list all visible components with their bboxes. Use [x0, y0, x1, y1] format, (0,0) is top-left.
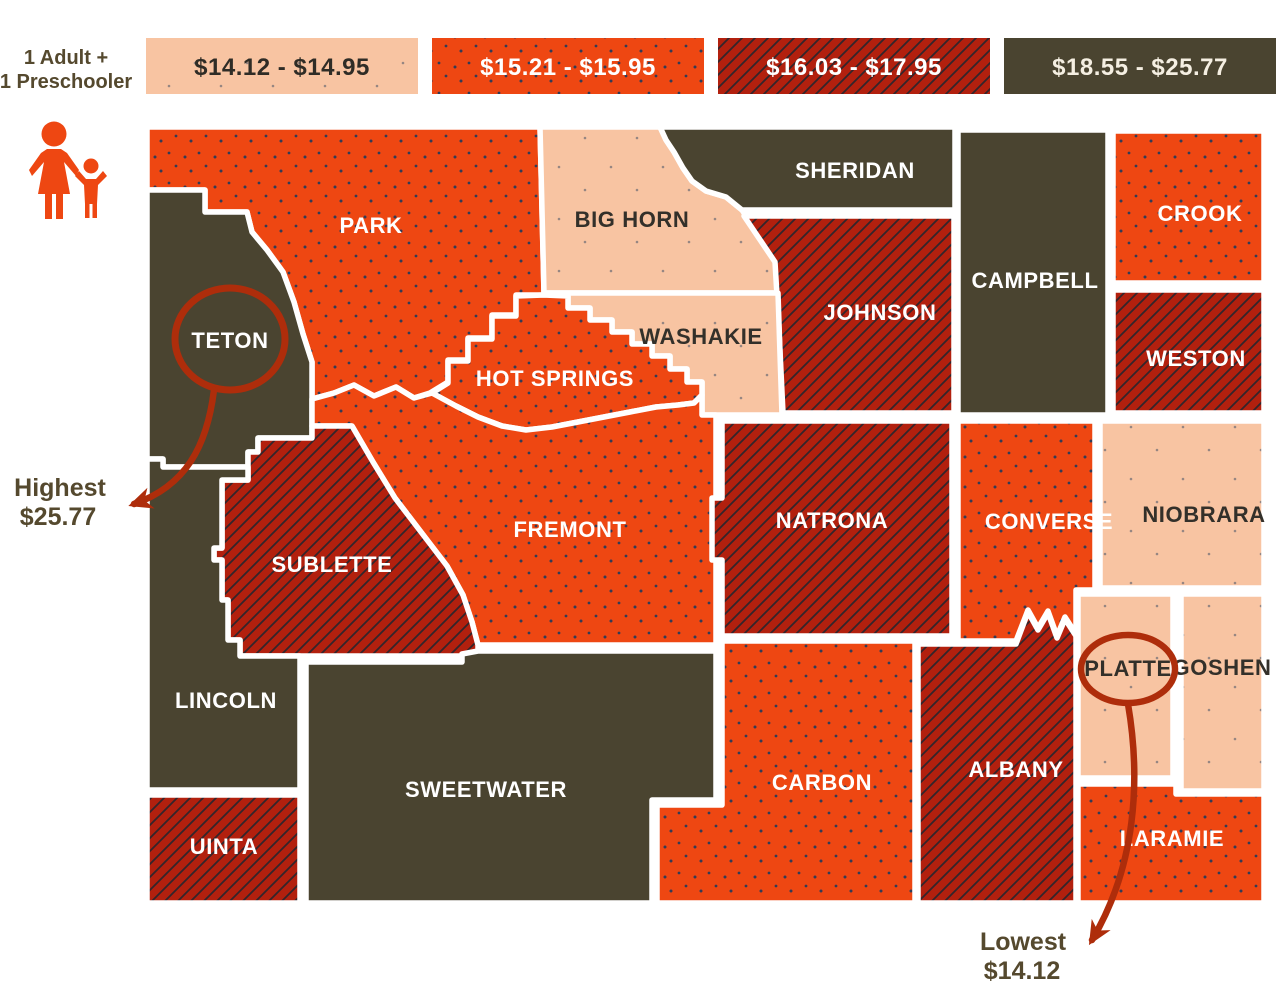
legend: 1 Adult + 1 Preschooler $14.12 - $14.95 $… — [0, 38, 1276, 94]
county-label-bighorn: BIG HORN — [575, 207, 690, 232]
county-platte — [1075, 591, 1176, 781]
county-label-sheridan: SHERIDAN — [795, 158, 915, 183]
county-label-campbell: CAMPBELL — [971, 268, 1098, 293]
county-goshen — [1178, 591, 1267, 794]
county-label-platte: PLATTE — [1084, 656, 1172, 681]
county-label-park: PARK — [339, 213, 402, 238]
county-albany — [915, 609, 1079, 906]
county-label-sublette: SUBLETTE — [272, 552, 393, 577]
county-label-carbon: CARBON — [772, 770, 872, 795]
adult-and-child-icon — [29, 121, 107, 219]
highest-county-circle — [171, 284, 289, 394]
county-label-hotsprings: HOT SPRINGS — [476, 366, 634, 391]
county-campbell — [955, 127, 1111, 418]
county-label-johnson: JOHNSON — [824, 300, 937, 325]
legend-swatch-1 — [432, 38, 704, 94]
household-type-label-line1: 1 Adult + — [24, 47, 108, 69]
county-crook — [1110, 128, 1267, 286]
legend-range-2: $16.03 - $17.95 — [766, 54, 942, 81]
county-label-laramie: LARAMIE — [1120, 826, 1224, 851]
county-label-converse: CONVERSE — [985, 509, 1113, 534]
county-weston — [1110, 287, 1267, 416]
legend-swatch-2 — [718, 38, 990, 94]
highest-value: $25.77 — [20, 503, 96, 531]
lowest-value: $14.12 — [984, 957, 1060, 985]
legend-swatch-0 — [146, 38, 418, 94]
county-label-uinta: UINTA — [190, 834, 259, 859]
county-label-niobrara: NIOBRARA — [1142, 502, 1265, 527]
lowest-label: Lowest — [980, 928, 1067, 956]
county-lincoln — [144, 456, 303, 793]
highest-label: Highest — [14, 474, 106, 502]
county-label-sweetwater: SWEETWATER — [405, 777, 567, 802]
county-label-washakie: WASHAKIE — [639, 324, 762, 349]
county-label-fremont: FREMONT — [514, 517, 627, 542]
county-label-natrona: NATRONA — [776, 508, 889, 533]
county-label-lincoln: LINCOLN — [175, 688, 277, 713]
county-label-goshen: GOSHEN — [1173, 655, 1272, 680]
legend-range-0: $14.12 - $14.95 — [194, 54, 370, 81]
legend-swatch-3 — [1004, 38, 1276, 94]
county-uinta — [144, 792, 303, 906]
lowest-arrow — [1088, 700, 1138, 946]
household-type-label-line2: 1 Preschooler — [0, 71, 132, 93]
county-carbon — [654, 638, 918, 906]
county-label-albany: ALBANY — [968, 757, 1063, 782]
county-label-teton: TETON — [191, 328, 268, 353]
county-label-weston: WESTON — [1146, 346, 1246, 371]
legend-range-1: $15.21 - $15.95 — [480, 54, 656, 81]
county-sheridan — [657, 124, 958, 213]
county-sweetwater — [303, 648, 719, 906]
highest-arrow — [128, 386, 218, 509]
county-niobrara — [1097, 418, 1267, 591]
county-laramie — [1075, 781, 1267, 906]
legend-range-3: $18.55 - $25.77 — [1052, 54, 1228, 81]
county-label-crook: CROOK — [1158, 201, 1243, 226]
county-natrona — [709, 418, 955, 639]
